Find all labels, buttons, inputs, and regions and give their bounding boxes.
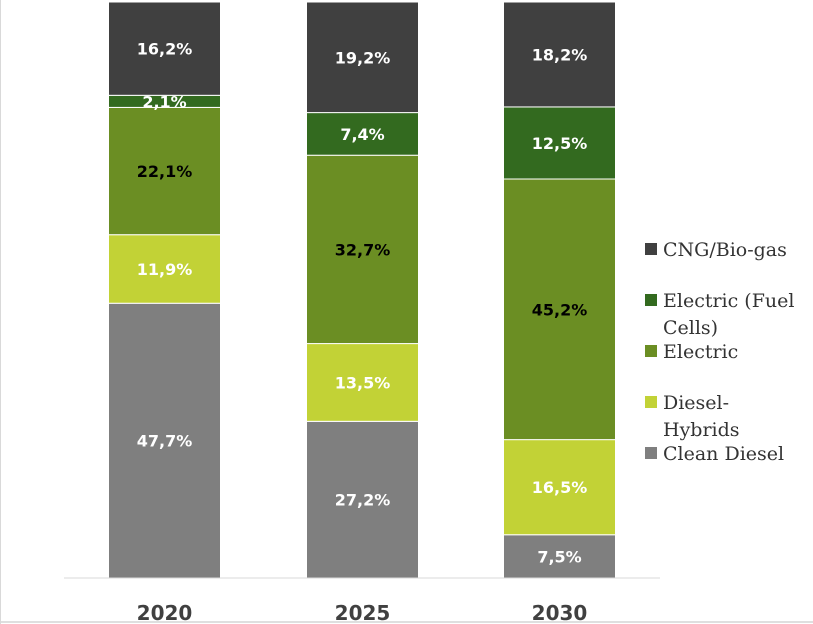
bar-segment-electric-2030: [503, 178, 616, 441]
data-label-electric-fuel-cells-2020: 2,1%: [142, 92, 186, 111]
data-label-electric-2020: 22,1%: [137, 162, 193, 181]
bar-segment-cng-bio-gas-2030: [503, 1, 616, 108]
legend-label-diesel-hybrids: Hybrids: [663, 419, 740, 441]
data-label-clean-diesel-2025: 27,2%: [335, 491, 391, 510]
x-tick-label-2030: 2030: [532, 601, 588, 624]
legend-label-electric: Electric: [663, 341, 738, 363]
data-label-electric-fuel-cells-2025: 7,4%: [340, 125, 384, 144]
bar-segment-cng-bio-gas-2025: [306, 1, 419, 114]
category-labels: 2020 2025 2030: [137, 601, 588, 624]
legend-label-electric-fuel-cells: Cells): [663, 317, 718, 339]
x-tick-label-2020: 2020: [137, 601, 193, 624]
data-label-electric-2025: 32,7%: [335, 240, 391, 259]
data-label-cng-bio-gas-2030: 18,2%: [532, 45, 588, 64]
bar-segment-diesel-hybrids-2030: [503, 439, 616, 536]
bar-segment-electric-fuel-cells-2030: [503, 106, 616, 180]
legend-label-clean-diesel: Clean Diesel: [663, 443, 784, 465]
data-label-diesel-hybrids-2020: 11,9%: [137, 260, 193, 279]
data-label-electric-fuel-cells-2030: 12,5%: [532, 134, 588, 153]
data-label-diesel-hybrids-2025: 13,5%: [335, 373, 391, 392]
legend-swatch-electric: [645, 345, 657, 357]
data-label-cng-bio-gas-2020: 16,2%: [137, 40, 193, 59]
legend: CNG/Bio-gas Electric (Fuel Cells)Electric D…: [645, 239, 794, 465]
legend-swatch-clean-diesel: [645, 447, 657, 459]
bars-group: 47,7% 11,9% 22,1% 2,1% 16,2% 27,2% 13,5% 32,7% 7…: [108, 1, 616, 579]
bar-segment-cng-bio-gas-2020: [108, 1, 221, 96]
legend-swatch-cng-bio-gas: [645, 243, 657, 255]
legend-label-electric-fuel-cells: Electric (Fuel: [663, 290, 794, 312]
bar-segment-electric-2025: [306, 154, 419, 345]
legend-swatch-electric-fuel-cells: [645, 294, 657, 306]
legend-swatch-diesel-hybrids: [645, 396, 657, 408]
data-label-cng-bio-gas-2025: 19,2%: [335, 48, 391, 67]
bar-segment-clean-diesel-2020: [108, 302, 221, 579]
legend-label-diesel-hybrids: Diesel-: [663, 392, 729, 414]
legend-label-cng-bio-gas: CNG/Bio-gas: [663, 239, 787, 261]
data-label-clean-diesel-2020: 47,7%: [137, 432, 193, 451]
data-label-diesel-hybrids-2030: 16,5%: [532, 478, 588, 497]
data-label-clean-diesel-2030: 7,5%: [537, 547, 581, 566]
x-tick-label-2025: 2025: [335, 601, 391, 624]
bar-segment-electric-2020: [108, 106, 221, 236]
bar-segment-diesel-hybrids-2025: [306, 343, 419, 422]
bar-segment-electric-fuel-cells-2025: [306, 112, 419, 156]
data-label-electric-2030: 45,2%: [532, 300, 588, 319]
